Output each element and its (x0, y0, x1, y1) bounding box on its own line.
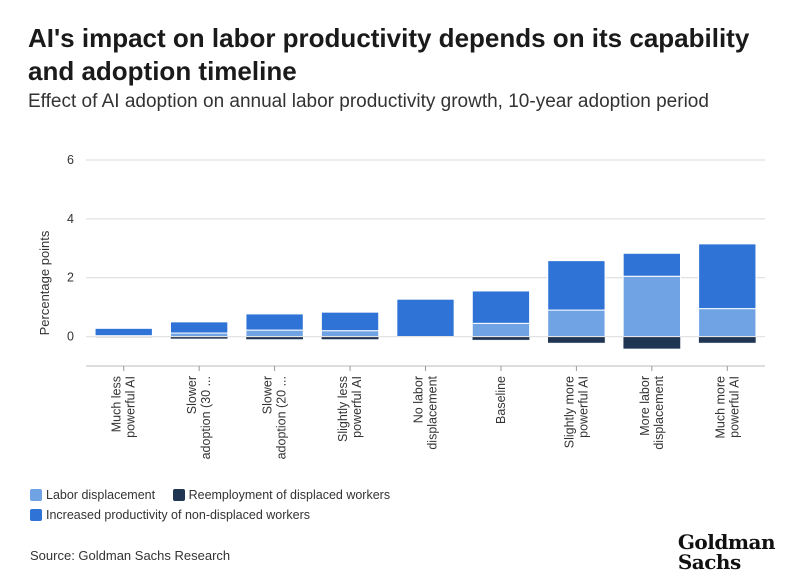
bar-segment (245, 313, 304, 331)
chart-subtitle: Effect of AI adoption on annual labor pr… (28, 91, 709, 112)
bar-segment (396, 298, 455, 338)
stacked-bar-chart: 0 2 4 6 Percentage points Much lesspowerful A… (37, 153, 765, 459)
y-tick-label: 6 (67, 153, 74, 167)
bar-segment (698, 308, 757, 338)
legend-label: Increased productivity of non-displaced … (46, 508, 311, 522)
goldman-sachs-logo: Goldman Sachs (677, 530, 776, 574)
logo-line: Goldman (677, 530, 776, 554)
legend-swatch (172, 489, 185, 501)
x-tick-label: Sloweradoption (20 ... (261, 376, 289, 459)
logo-line: Sachs (677, 550, 741, 574)
legend-item-increased-productivity: Increased productivity of non-displaced … (30, 506, 310, 524)
legend-swatch (30, 509, 42, 521)
x-tick-label: Baseline (494, 376, 508, 424)
legend-item-reemployment: Reemployment of displaced workers (172, 486, 391, 504)
bar-segment (245, 329, 304, 338)
bar-segment (698, 243, 757, 310)
bar-segment (622, 275, 682, 338)
x-tick-label: Sloweradoption (30 ... (185, 376, 213, 459)
x-tick-label: Much morepowerful AI (713, 376, 741, 439)
bar-segment (94, 327, 153, 337)
x-tick-label: Slightly lesspowerful AI (336, 376, 364, 442)
y-tick-label: 2 (67, 271, 74, 285)
bar-segment (169, 332, 229, 338)
legend-label: Labor displacement (46, 488, 156, 502)
source-note: Source: Goldman Sachs Research (30, 548, 231, 563)
bar-segment (472, 336, 530, 341)
legend-swatch (30, 489, 42, 501)
bar-segment (547, 336, 606, 344)
x-tick-label: More labordisplacement (638, 375, 666, 449)
bar-segment (698, 336, 757, 344)
x-tick-label: No labordisplacement (412, 375, 440, 449)
legend-item-labor-displacement: Labor displacement (30, 486, 155, 504)
legend: Labor displacement Reemployment of displ… (30, 486, 550, 526)
bar-segment (622, 336, 681, 350)
bar-segment (320, 311, 380, 332)
chart-title: AI's impact on labor productivity depend… (28, 23, 750, 86)
bar-segment (320, 330, 380, 338)
y-tick-label: 0 (67, 330, 74, 344)
y-axis-label: Percentage points (37, 230, 52, 335)
bar-segment (547, 309, 606, 338)
bar-segment (169, 321, 229, 334)
bar-segment (622, 252, 682, 277)
x-tick-label: Much lesspowerful AI (110, 376, 138, 438)
x-tick-label: Slightly morepowerful AI (562, 376, 590, 448)
bar-segment (471, 290, 531, 324)
bar-segment (471, 322, 531, 338)
bar-segment (547, 260, 606, 311)
legend-label: Reemployment of displaced workers (188, 488, 391, 502)
y-tick-label: 4 (67, 212, 74, 226)
